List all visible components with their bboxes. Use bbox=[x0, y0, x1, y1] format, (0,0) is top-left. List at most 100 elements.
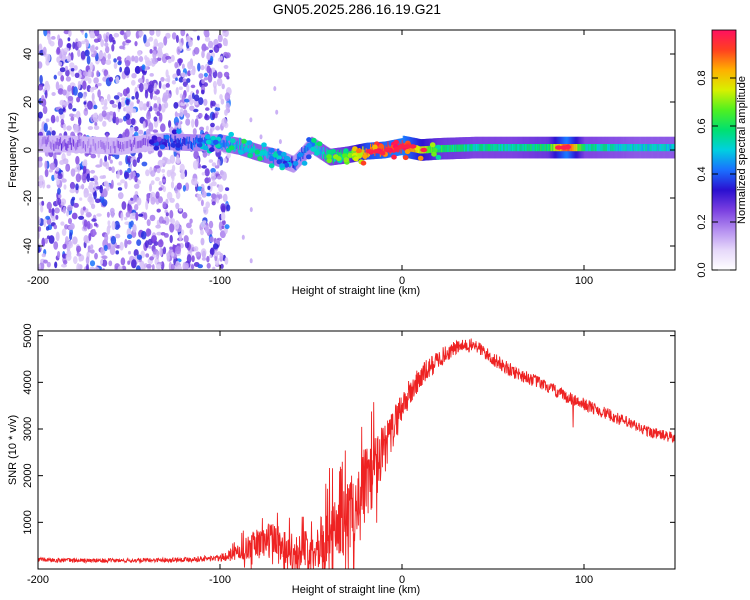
noise-speck bbox=[78, 256, 82, 262]
noise-speck bbox=[125, 99, 130, 106]
noise-speck bbox=[222, 30, 227, 33]
ridge-blob bbox=[225, 135, 232, 141]
ridge-blob bbox=[164, 134, 170, 140]
noise-speck bbox=[50, 114, 56, 124]
noise-speck bbox=[135, 91, 139, 100]
noise-speck bbox=[38, 230, 41, 240]
noise-speck bbox=[162, 84, 167, 90]
noise-speck bbox=[53, 241, 59, 250]
ridge-core bbox=[147, 139, 150, 147]
noise-speck bbox=[151, 235, 157, 243]
noise-speck bbox=[198, 97, 204, 106]
figure-title: GN05.2025.286.16.19.G21 bbox=[273, 1, 441, 17]
noise-speck bbox=[70, 116, 75, 121]
noise-speck bbox=[182, 261, 187, 270]
ridge-blob bbox=[326, 154, 332, 160]
noise-speck bbox=[87, 100, 93, 110]
noise-speck bbox=[211, 181, 217, 187]
noise-speck bbox=[219, 253, 224, 260]
noise-speck bbox=[83, 193, 89, 198]
noise-speck bbox=[141, 64, 146, 71]
noise-speck bbox=[185, 112, 191, 119]
noise-speck bbox=[69, 181, 76, 190]
noise-speck bbox=[156, 250, 160, 260]
noise-speck bbox=[216, 77, 223, 87]
noise-speck bbox=[181, 94, 186, 104]
noise-speck bbox=[149, 214, 156, 222]
noise-speck bbox=[176, 68, 181, 77]
noise-speck bbox=[174, 61, 179, 69]
noise-speck bbox=[66, 251, 70, 258]
noise-speck bbox=[169, 246, 173, 250]
noise-speck bbox=[175, 35, 179, 43]
noise-speck bbox=[142, 103, 148, 111]
noise-speck bbox=[136, 254, 142, 260]
noise-speck bbox=[87, 126, 94, 130]
noise-speck bbox=[87, 196, 93, 203]
noise-speck bbox=[128, 199, 134, 205]
noise-speck bbox=[113, 32, 120, 38]
ridge-blob bbox=[336, 156, 342, 162]
noise-speck bbox=[206, 255, 210, 263]
noise-speck bbox=[192, 128, 197, 136]
noise-speck bbox=[196, 193, 202, 198]
noise-speck bbox=[200, 199, 204, 207]
noise-speck bbox=[224, 92, 231, 102]
noise-speck bbox=[220, 98, 225, 105]
noise-speck bbox=[148, 36, 154, 42]
snr-y-tick-label: 4000 bbox=[22, 370, 34, 394]
noise-speck bbox=[117, 169, 120, 179]
noise-speck bbox=[71, 212, 78, 220]
noise-speck bbox=[210, 167, 216, 174]
noise-speck bbox=[111, 166, 115, 174]
noise-speck bbox=[155, 191, 160, 199]
noise-speck bbox=[172, 244, 176, 254]
noise-speck bbox=[155, 224, 161, 229]
noise-speck bbox=[113, 58, 117, 63]
noise-speck bbox=[216, 175, 222, 180]
ridge-core bbox=[171, 137, 174, 145]
noise-speck bbox=[170, 218, 176, 225]
noise-speck bbox=[116, 56, 122, 61]
ridge-core bbox=[224, 142, 227, 150]
noise-speck bbox=[38, 111, 43, 119]
ridge-blob bbox=[248, 148, 255, 154]
noise-speck bbox=[177, 122, 181, 129]
ridge-blob bbox=[202, 145, 209, 151]
noise-speck bbox=[63, 30, 70, 35]
noise-speck bbox=[219, 230, 226, 239]
spectrogram-y-tick-label: 20 bbox=[22, 96, 34, 108]
snr-y-axis-title: SNR (10 * v/v) bbox=[7, 415, 19, 485]
noise-speck bbox=[179, 42, 183, 52]
noise-speck bbox=[41, 200, 45, 206]
noise-speck bbox=[156, 111, 161, 117]
noise-speck bbox=[219, 55, 223, 61]
noise-speck bbox=[71, 196, 76, 201]
noise-speck bbox=[41, 237, 46, 247]
noise-speck bbox=[207, 40, 214, 49]
ridge-blob bbox=[259, 150, 266, 156]
noise-speck bbox=[179, 163, 185, 173]
noise-speck bbox=[249, 258, 253, 264]
noise-speck bbox=[249, 207, 253, 213]
noise-speck bbox=[89, 260, 96, 267]
noise-speck bbox=[61, 228, 67, 236]
ridge-blob bbox=[391, 154, 397, 160]
noise-speck bbox=[158, 103, 162, 112]
noise-speck bbox=[124, 216, 128, 221]
noise-speck bbox=[124, 66, 131, 76]
noise-speck bbox=[51, 36, 56, 40]
noise-speck bbox=[120, 257, 126, 266]
ridge-core bbox=[644, 144, 647, 152]
noise-speck bbox=[64, 224, 69, 230]
ridge-blob bbox=[360, 160, 367, 166]
noise-speck bbox=[199, 126, 205, 131]
noise-speck bbox=[125, 211, 131, 218]
noise-speck bbox=[65, 65, 68, 71]
noise-speck bbox=[197, 196, 202, 202]
ridge-hotspot bbox=[409, 144, 417, 149]
noise-speck bbox=[89, 45, 95, 52]
noise-speck bbox=[205, 125, 209, 132]
noise-speck bbox=[134, 204, 139, 211]
